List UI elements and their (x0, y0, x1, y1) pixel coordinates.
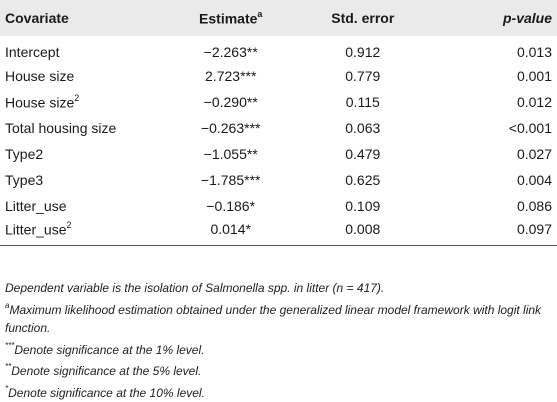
cell-std-error: 0.625 (286, 167, 440, 193)
estimate-value: 2.723 (205, 68, 240, 84)
cell-covariate: House size2 (0, 89, 176, 115)
cell-p-value: 0.012 (440, 89, 557, 115)
cell-p-value: 0.013 (440, 36, 557, 63)
estimate-value: 0.014 (210, 221, 245, 237)
header-p-value-label: p-value (503, 10, 552, 26)
significance-stars: ** (247, 94, 258, 110)
cell-std-error: 0.912 (286, 36, 440, 63)
cell-estimate: −0.290** (176, 89, 286, 115)
cell-p-value: 0.086 (440, 193, 557, 219)
significance-stars: *** (244, 120, 260, 136)
footnote-two-star-text: Denote significance at the 5% level. (11, 364, 201, 378)
header-estimate-label: Estimate (199, 10, 257, 26)
footnote-a-text: Maximum likelihood estimation obtained u… (5, 303, 541, 336)
results-table: Covariate Estimatea Std. error p-value I… (0, 0, 557, 246)
cell-estimate: −0.186* (176, 193, 286, 219)
header-p-value: p-value (440, 0, 557, 36)
cell-p-value: 0.097 (440, 219, 557, 245)
cell-std-error: 0.115 (286, 89, 440, 115)
covariate-label: House size (5, 94, 74, 110)
cell-std-error: 0.479 (286, 141, 440, 167)
cell-estimate: −1.785*** (176, 167, 286, 193)
estimate-value: −0.186 (206, 198, 249, 214)
header-estimate: Estimatea (176, 0, 286, 36)
significance-stars: ** (247, 146, 258, 162)
estimate-value: −1.785 (201, 172, 244, 188)
covariate-label: House size (5, 68, 74, 84)
table-footnotes: Dependent variable is the isolation of S… (5, 279, 555, 402)
cell-estimate: 2.723*** (176, 63, 286, 89)
estimate-value: −2.263 (204, 44, 247, 60)
footnote-a-mark: a (5, 301, 9, 310)
footnote-three-star: ***Denote significance at the 1% level. (5, 338, 555, 360)
header-covariate: Covariate (0, 0, 176, 36)
covariate-exponent: 2 (66, 220, 71, 230)
cell-covariate: Litter_use (0, 193, 176, 219)
cell-covariate: Type3 (0, 167, 176, 193)
significance-stars: * (246, 221, 251, 237)
cell-covariate: Total housing size (0, 115, 176, 141)
estimate-value: −0.263 (201, 120, 244, 136)
cell-std-error: 0.063 (286, 115, 440, 141)
footnote-dependent-text-2: spp. in litter (n = 417). (265, 281, 385, 295)
footnote-one-star-text: Denote significance at the 10% level. (8, 386, 205, 400)
footnote-two-star: **Denote significance at the 5% level. (5, 359, 555, 381)
cell-covariate: Type2 (0, 141, 176, 167)
footnote-a: aMaximum likelihood estimation obtained … (5, 298, 555, 338)
significance-stars: *** (240, 68, 256, 84)
cell-covariate: Intercept (0, 36, 176, 63)
cell-p-value: 0.001 (440, 63, 557, 89)
header-estimate-footnote: a (257, 9, 262, 19)
cell-covariate: Litter_use2 (0, 219, 176, 245)
covariate-label: Intercept (5, 44, 59, 60)
covariate-label: Litter_use (5, 222, 66, 238)
table-row: Total housing size−0.263***0.063<0.001 (0, 115, 557, 141)
estimate-value: −0.290 (204, 94, 247, 110)
cell-estimate: 0.014* (176, 219, 286, 245)
footnote-one-star: *Denote significance at the 10% level. (5, 381, 555, 402)
cell-std-error: 0.008 (286, 219, 440, 245)
estimate-value: −1.055 (204, 146, 247, 162)
footnote-dependent-text-1: Dependent variable is the isolation of (5, 281, 205, 295)
footnote-dependent: Dependent variable is the isolation of S… (5, 279, 555, 298)
cell-p-value: 0.004 (440, 167, 557, 193)
cell-p-value: 0.027 (440, 141, 557, 167)
covariate-label: Litter_use (5, 198, 66, 214)
cell-estimate: −0.263*** (176, 115, 286, 141)
significance-stars: *** (244, 172, 260, 188)
covariate-label: Type2 (5, 146, 43, 162)
cell-p-value: <0.001 (440, 115, 557, 141)
footnote-one-star-mark: * (5, 384, 8, 393)
cell-covariate: House size (0, 63, 176, 89)
covariate-exponent: 2 (74, 93, 79, 103)
footnote-three-star-mark: *** (5, 341, 14, 350)
footnote-two-star-mark: ** (5, 362, 11, 371)
table-header: Covariate Estimatea Std. error p-value (0, 0, 557, 36)
cell-estimate: −1.055** (176, 141, 286, 167)
significance-stars: * (250, 198, 255, 214)
covariate-label: Type3 (5, 172, 43, 188)
significance-stars: ** (247, 44, 258, 60)
header-row: Covariate Estimatea Std. error p-value (0, 0, 557, 36)
footnote-three-star-text: Denote significance at the 1% level. (14, 343, 204, 357)
footnote-dependent-genus: Salmonella (205, 281, 264, 295)
cell-std-error: 0.109 (286, 193, 440, 219)
header-std-error: Std. error (286, 0, 440, 36)
cell-std-error: 0.779 (286, 63, 440, 89)
cell-estimate: −2.263** (176, 36, 286, 63)
covariate-label: Total housing size (5, 120, 116, 136)
